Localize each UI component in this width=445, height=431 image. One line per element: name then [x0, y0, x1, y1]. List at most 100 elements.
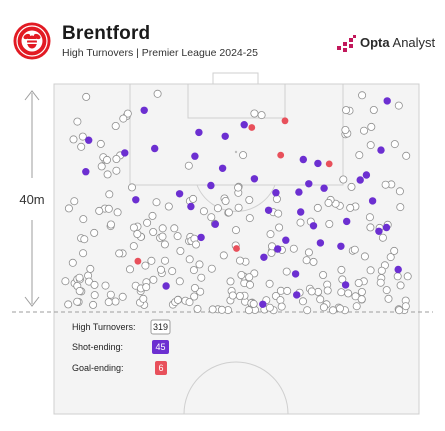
shot-ending-point: [316, 239, 325, 247]
shot-ending-point: [140, 106, 148, 115]
legend-box-goal-ending: [155, 361, 167, 375]
turnover-point: [158, 232, 167, 241]
shot-ending-point: [375, 227, 383, 235]
turnover-point: [245, 273, 254, 282]
turnover-point: [149, 227, 158, 236]
turnover-point: [101, 281, 110, 290]
turnover-point: [160, 256, 169, 265]
shot-ending-point: [82, 168, 90, 176]
turnover-point: [133, 229, 142, 238]
turnover-point: [381, 180, 390, 189]
turnover-point: [160, 240, 169, 249]
turnover-point: [115, 249, 124, 258]
brand-bold: Opta: [360, 35, 390, 50]
turnover-point: [184, 161, 193, 170]
turnover-point: [358, 91, 367, 100]
legend-box-turnovers: [150, 319, 171, 335]
turnover-point: [148, 211, 157, 220]
turnover-point: [396, 281, 405, 290]
opta-analyst-logo: Opta Analyst: [336, 33, 441, 55]
turnover-point: [313, 203, 322, 212]
brand-light: Analyst: [389, 35, 436, 50]
turnover-point: [298, 297, 307, 306]
turnover-point: [224, 208, 233, 217]
turnover-point: [213, 204, 222, 213]
turnover-point: [250, 109, 259, 118]
turnover-point: [265, 303, 274, 312]
shot-ending-point: [314, 159, 322, 168]
turnover-point: [244, 306, 253, 315]
turnover-point: [89, 300, 98, 309]
turnover-point: [328, 306, 337, 315]
turnover-point: [325, 219, 334, 228]
turnover-point: [319, 270, 328, 279]
turnover-point: [107, 220, 116, 229]
shot-ending-point: [297, 208, 305, 216]
turnover-point: [347, 182, 356, 191]
shot-ending-point: [240, 121, 248, 129]
turnover-point: [199, 207, 208, 216]
turnover-point: [302, 256, 311, 265]
turnover-point: [337, 265, 346, 274]
shot-ending-point: [295, 188, 303, 196]
turnover-point: [73, 117, 82, 126]
turnover-point: [335, 304, 344, 313]
shot-ending-point: [121, 149, 129, 157]
turnover-point: [173, 232, 182, 241]
turnover-point: [119, 114, 128, 123]
turnover-point: [357, 287, 366, 296]
shot-ending-point: [272, 189, 280, 197]
shot-ending-point: [305, 180, 313, 188]
turnover-point: [95, 206, 104, 215]
shot-ending-point: [291, 270, 300, 278]
header: Brentford High Turnovers | Premier Leagu…: [0, 0, 445, 72]
legend-label-turnovers: High Turnovers:: [72, 322, 136, 332]
turnover-point: [129, 242, 138, 251]
turnover-point: [342, 106, 351, 115]
turnover-point: [307, 287, 316, 296]
turnover-point: [112, 166, 121, 175]
shot-ending-point: [394, 265, 402, 274]
turnover-point: [113, 208, 122, 217]
turnover-point: [96, 139, 105, 148]
turnover-point: [275, 223, 284, 232]
legend-value-shot-ending: 45: [155, 342, 165, 352]
turnover-point: [394, 101, 403, 110]
distance-measure: 40m: [19, 90, 45, 307]
turnover-point: [191, 240, 200, 249]
shot-ending-point: [85, 136, 93, 144]
shot-ending-point: [293, 291, 301, 299]
turnover-point: [152, 198, 161, 207]
shot-ending-point: [191, 152, 199, 160]
turnover-point: [324, 198, 333, 207]
centre-circle: [183, 361, 289, 415]
turnover-point: [207, 264, 216, 273]
turnover-point: [303, 306, 312, 315]
opta-bars-icon: [337, 35, 356, 52]
goal-ending-point: [281, 117, 289, 125]
turnover-point: [73, 297, 82, 306]
turnover-point: [80, 235, 89, 244]
turnover-point: [103, 155, 112, 164]
shot-ending-point: [341, 281, 350, 289]
turnover-point: [189, 266, 198, 275]
turnover-point: [158, 224, 167, 233]
arrow-down-icon: [24, 296, 40, 307]
turnover-point: [366, 141, 375, 150]
turnover-point: [112, 154, 121, 163]
turnover-point: [235, 256, 244, 265]
shot-ending-point: [132, 196, 140, 204]
turnover-point: [207, 213, 216, 222]
goal-ending-point: [134, 257, 142, 265]
turnover-point: [267, 248, 276, 257]
shot-ending-point: [362, 171, 371, 179]
shot-ending-point: [274, 245, 282, 253]
turnover-point: [289, 244, 298, 253]
turnover-point: [70, 197, 79, 206]
shot-ending-point: [368, 197, 377, 205]
turnover-point: [190, 292, 199, 301]
shot-ending-point: [195, 128, 203, 137]
shot-ending-point: [282, 236, 290, 244]
turnover-point: [82, 92, 91, 101]
turnover-point: [393, 272, 402, 281]
